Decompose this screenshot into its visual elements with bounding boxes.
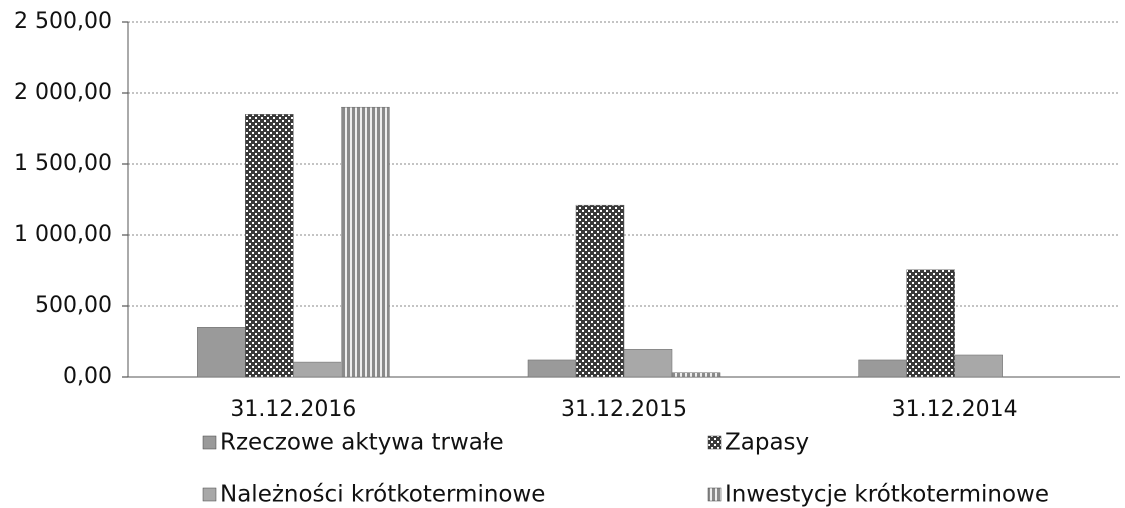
legend-label: Należności krótkoterminowe — [220, 482, 545, 508]
bar — [671, 372, 721, 378]
y-tick-label: 2 000,00 — [14, 80, 112, 105]
y-tick-label: 1 000,00 — [14, 222, 112, 247]
bar — [858, 359, 907, 378]
bar — [954, 354, 1003, 378]
y-tick-label: 500,00 — [35, 293, 112, 318]
bar — [293, 361, 342, 378]
legend-label: Rzeczowe aktywa trwałe — [220, 430, 504, 456]
legend-label: Zapasy — [725, 430, 809, 456]
bar — [527, 359, 577, 378]
legend-swatch — [202, 487, 217, 502]
bar — [575, 204, 625, 378]
bar — [245, 114, 294, 378]
x-tick-label: 31.12.2016 — [230, 397, 356, 422]
legend-label: Inwestycje krótkoterminowe — [725, 482, 1049, 508]
legend-swatch — [202, 435, 217, 450]
x-tick-label: 31.12.2015 — [561, 397, 687, 422]
legend-swatch — [707, 435, 722, 450]
bar — [341, 106, 390, 378]
y-tick-label: 2 500,00 — [14, 9, 112, 34]
x-tick-label: 31.12.2014 — [892, 397, 1018, 422]
y-tick-label: 1 500,00 — [14, 151, 112, 176]
bar — [197, 327, 246, 378]
bar — [906, 269, 955, 378]
bar — [623, 349, 673, 378]
legend-swatch — [707, 487, 722, 502]
y-tick-label: 0,00 — [63, 364, 112, 389]
